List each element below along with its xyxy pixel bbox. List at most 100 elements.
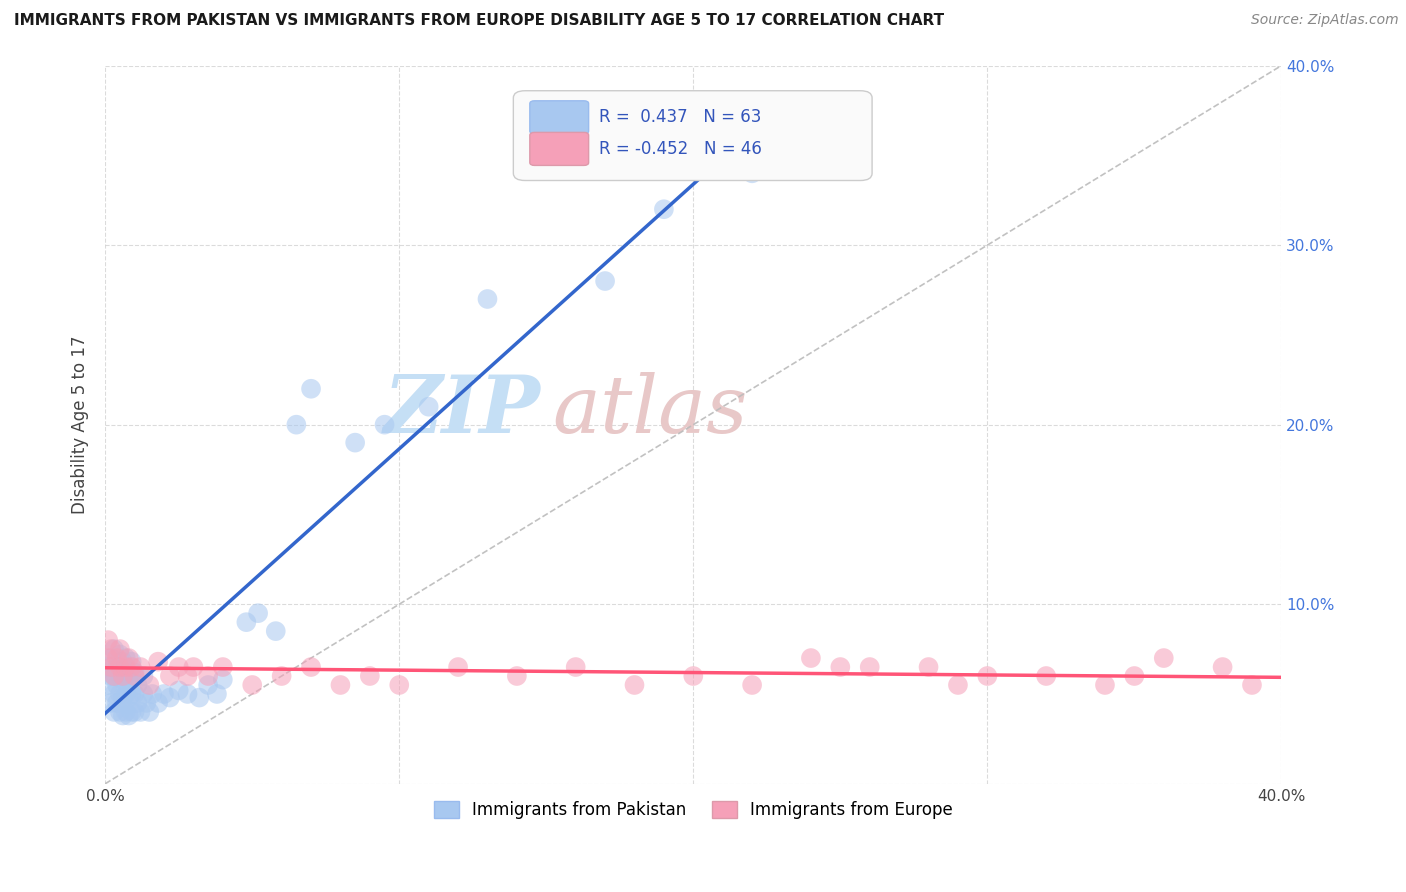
Text: R = -0.452   N = 46: R = -0.452 N = 46 bbox=[599, 140, 762, 158]
Point bbox=[127, 678, 149, 692]
Point bbox=[108, 642, 131, 657]
Point bbox=[247, 606, 270, 620]
Point bbox=[447, 660, 470, 674]
Point bbox=[388, 678, 411, 692]
Point bbox=[741, 166, 763, 180]
Point bbox=[132, 669, 155, 683]
Point bbox=[141, 687, 163, 701]
Point bbox=[103, 705, 125, 719]
Point bbox=[100, 696, 122, 710]
Text: Source: ZipAtlas.com: Source: ZipAtlas.com bbox=[1251, 13, 1399, 28]
FancyBboxPatch shape bbox=[530, 132, 589, 165]
Point bbox=[299, 382, 322, 396]
Point bbox=[359, 669, 381, 683]
Point bbox=[114, 651, 136, 665]
Point bbox=[121, 669, 143, 683]
Point bbox=[103, 687, 125, 701]
Point bbox=[623, 678, 645, 692]
Point bbox=[118, 651, 141, 665]
Point bbox=[197, 678, 219, 692]
Point bbox=[159, 669, 181, 683]
Point bbox=[159, 690, 181, 705]
Point bbox=[176, 687, 198, 701]
Point bbox=[108, 660, 131, 674]
Point bbox=[285, 417, 308, 432]
Point bbox=[197, 669, 219, 683]
Point bbox=[124, 665, 146, 680]
Point bbox=[108, 669, 131, 683]
FancyBboxPatch shape bbox=[530, 101, 589, 134]
Point bbox=[344, 435, 367, 450]
Point bbox=[97, 633, 120, 648]
Point bbox=[97, 651, 120, 665]
Point bbox=[100, 651, 122, 665]
Legend: Immigrants from Pakistan, Immigrants from Europe: Immigrants from Pakistan, Immigrants fro… bbox=[427, 794, 959, 826]
Point bbox=[127, 696, 149, 710]
Point bbox=[167, 683, 190, 698]
Text: R =  0.437   N = 63: R = 0.437 N = 63 bbox=[599, 108, 762, 127]
Point bbox=[103, 669, 125, 683]
Text: atlas: atlas bbox=[553, 372, 748, 449]
Point bbox=[97, 678, 120, 692]
Point bbox=[105, 678, 128, 692]
FancyBboxPatch shape bbox=[513, 91, 872, 180]
Point bbox=[564, 660, 586, 674]
Point bbox=[100, 642, 122, 657]
Point bbox=[111, 673, 134, 687]
Text: IMMIGRANTS FROM PAKISTAN VS IMMIGRANTS FROM EUROPE DISABILITY AGE 5 TO 17 CORREL: IMMIGRANTS FROM PAKISTAN VS IMMIGRANTS F… bbox=[14, 13, 945, 29]
Point bbox=[917, 660, 939, 674]
Point bbox=[103, 642, 125, 657]
Point bbox=[167, 660, 190, 674]
Point bbox=[1035, 669, 1057, 683]
Point bbox=[153, 687, 176, 701]
Point bbox=[105, 660, 128, 674]
Point bbox=[121, 660, 143, 674]
Point bbox=[114, 669, 136, 683]
Point bbox=[477, 292, 499, 306]
Point bbox=[108, 705, 131, 719]
Point bbox=[374, 417, 396, 432]
Point bbox=[593, 274, 616, 288]
Point bbox=[329, 678, 352, 692]
Point bbox=[100, 660, 122, 674]
Point bbox=[1153, 651, 1175, 665]
Point bbox=[176, 669, 198, 683]
Point bbox=[264, 624, 287, 639]
Point bbox=[105, 696, 128, 710]
Point bbox=[124, 705, 146, 719]
Point bbox=[121, 687, 143, 701]
Point bbox=[114, 660, 136, 674]
Point bbox=[800, 651, 823, 665]
Point bbox=[103, 669, 125, 683]
Point bbox=[188, 690, 211, 705]
Point bbox=[124, 687, 146, 701]
Point bbox=[111, 655, 134, 669]
Point bbox=[741, 678, 763, 692]
Point bbox=[97, 660, 120, 674]
Point bbox=[129, 705, 152, 719]
Point bbox=[235, 615, 257, 629]
Point bbox=[118, 673, 141, 687]
Point bbox=[111, 708, 134, 723]
Point bbox=[114, 705, 136, 719]
Point bbox=[129, 660, 152, 674]
Point bbox=[299, 660, 322, 674]
Point bbox=[132, 687, 155, 701]
Point bbox=[1212, 660, 1234, 674]
Point bbox=[114, 687, 136, 701]
Point bbox=[506, 669, 529, 683]
Point bbox=[111, 669, 134, 683]
Text: ZIP: ZIP bbox=[384, 372, 540, 449]
Point bbox=[652, 202, 675, 217]
Point bbox=[146, 696, 169, 710]
Point bbox=[108, 687, 131, 701]
Point bbox=[418, 400, 440, 414]
Point bbox=[270, 669, 292, 683]
Point bbox=[976, 669, 998, 683]
Point bbox=[830, 660, 852, 674]
Point bbox=[205, 687, 228, 701]
Point bbox=[100, 669, 122, 683]
Point bbox=[682, 669, 704, 683]
Point bbox=[124, 669, 146, 683]
Point bbox=[946, 678, 969, 692]
